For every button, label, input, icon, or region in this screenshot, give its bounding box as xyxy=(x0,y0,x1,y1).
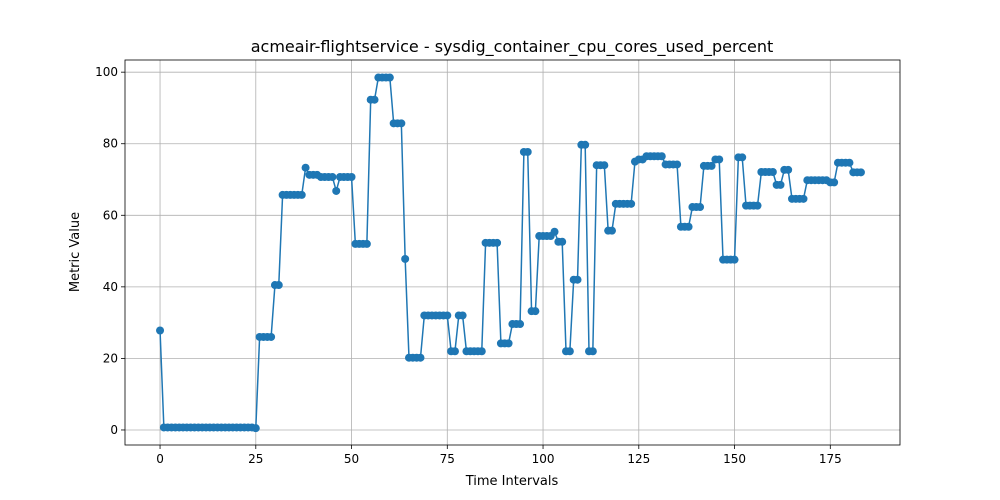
y-tick-label: 60 xyxy=(103,208,118,222)
y-tick-label: 20 xyxy=(103,351,118,365)
chart-title: acmeair-flightservice - sysdig_container… xyxy=(251,37,774,57)
x-tick-label: 100 xyxy=(532,452,555,466)
y-axis-label: Metric Value xyxy=(68,212,83,292)
point xyxy=(297,190,306,199)
point xyxy=(385,73,394,82)
x-tick-label: 125 xyxy=(627,452,650,466)
point xyxy=(588,347,597,356)
point xyxy=(696,203,705,212)
point xyxy=(332,186,341,195)
point xyxy=(370,95,379,104)
point xyxy=(362,239,371,248)
point xyxy=(458,311,467,320)
x-axis-label: Time Intervals xyxy=(465,474,559,489)
point xyxy=(600,161,609,170)
point xyxy=(753,201,762,210)
point xyxy=(573,275,582,284)
point xyxy=(558,237,567,246)
point xyxy=(156,326,165,335)
x-tick-label: 25 xyxy=(248,452,263,466)
point xyxy=(523,147,532,156)
point xyxy=(845,158,854,167)
plot-frame xyxy=(124,59,901,446)
point xyxy=(856,168,865,177)
point xyxy=(493,238,502,247)
point xyxy=(504,339,513,348)
point xyxy=(531,307,540,316)
point xyxy=(768,167,777,176)
point xyxy=(516,320,525,329)
point xyxy=(607,226,616,235)
point xyxy=(715,155,724,164)
point xyxy=(347,173,356,182)
point xyxy=(328,173,337,182)
y-tick-label: 40 xyxy=(103,280,118,294)
point xyxy=(684,222,693,231)
point xyxy=(730,255,739,264)
y-tick-label: 0 xyxy=(110,423,118,437)
point xyxy=(830,178,839,187)
x-tick-label: 150 xyxy=(723,452,746,466)
point xyxy=(401,254,410,263)
point xyxy=(397,119,406,128)
point xyxy=(657,152,666,161)
point xyxy=(776,180,785,189)
x-tick-label: 0 xyxy=(156,452,164,466)
point xyxy=(477,347,486,356)
point xyxy=(627,199,636,208)
point xyxy=(565,347,574,356)
point xyxy=(267,332,276,341)
point xyxy=(707,161,716,170)
point xyxy=(450,347,459,356)
point xyxy=(673,160,682,169)
point xyxy=(274,281,283,290)
y-tick-label: 100 xyxy=(95,65,118,79)
x-tick-label: 75 xyxy=(440,452,455,466)
point xyxy=(251,424,260,433)
point xyxy=(784,165,793,174)
point xyxy=(301,163,310,172)
y-tick-label: 80 xyxy=(103,137,118,151)
x-tick-label: 175 xyxy=(819,452,842,466)
point xyxy=(443,311,452,320)
point xyxy=(416,353,425,362)
point xyxy=(550,227,559,236)
x-tick-label: 50 xyxy=(344,452,359,466)
point xyxy=(738,153,747,162)
point xyxy=(799,194,808,203)
point xyxy=(581,140,590,149)
grid xyxy=(125,60,900,445)
